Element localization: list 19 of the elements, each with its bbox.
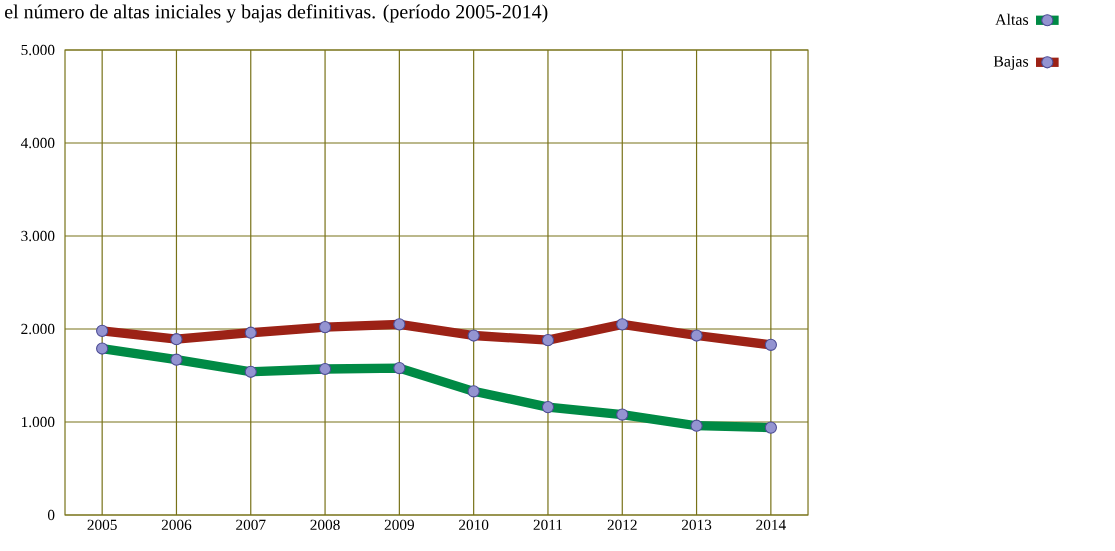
- x-tick-label: 2007: [236, 519, 266, 530]
- legend-label: Bajas: [993, 56, 1029, 70]
- x-tick-label: 2010: [459, 519, 489, 530]
- chart-title: el número de altas iniciales y bajas definitivas. (período 2005-2014): [5, 4, 548, 23]
- legend-label: Altas: [995, 13, 1029, 25]
- y-tick-label: 1.000: [21, 416, 55, 428]
- x-tick-label: 2012: [607, 519, 637, 530]
- y-tick-label: 2.000: [21, 323, 55, 335]
- y-tick-label: 3.000: [21, 230, 55, 242]
- y-tick-label: 0: [47, 509, 55, 521]
- y-tick-label: 5.000: [21, 44, 55, 56]
- x-tick-label: 2005: [87, 519, 117, 530]
- y-tick-label: 4.000: [20, 137, 55, 149]
- x-tick-label: 2014: [756, 519, 786, 530]
- x-tick-label: 2011: [533, 519, 563, 530]
- x-tick-label: 2013: [681, 519, 712, 530]
- x-tick-label: 2006: [161, 519, 192, 530]
- x-tick-label: 2008: [310, 519, 340, 530]
- x-tick-label: 2009: [384, 519, 414, 530]
